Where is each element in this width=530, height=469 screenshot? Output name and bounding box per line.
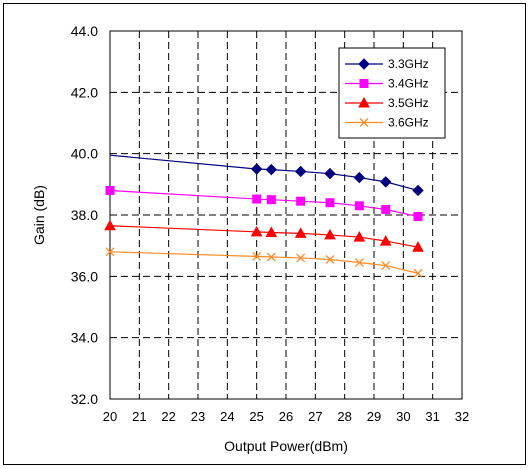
- marker-stroke: [354, 258, 364, 267]
- marker-stroke: [266, 252, 276, 262]
- data-point: [380, 176, 392, 188]
- data-point: [252, 251, 262, 261]
- data-point: [354, 201, 364, 211]
- marker-stroke: [296, 253, 306, 263]
- legend-label: 3.3GHz: [388, 57, 429, 71]
- data-point: [353, 231, 366, 242]
- data-point: [381, 261, 391, 271]
- y-tick-label: 38.0: [71, 207, 98, 223]
- data-point: [265, 226, 278, 237]
- data-point: [104, 219, 116, 231]
- data-point: [252, 194, 262, 204]
- legend: 3.3GHz 3.4GHz 3.5GHz 3.6GHz: [338, 47, 446, 139]
- data-point: [296, 196, 306, 206]
- data-point: [105, 185, 115, 195]
- data-point: [354, 258, 364, 267]
- series-line: [109, 154, 419, 192]
- data-point: [379, 235, 392, 246]
- legend-marker: [358, 96, 370, 108]
- x-tick-label: 24: [220, 409, 234, 424]
- legend-marker: [358, 58, 370, 70]
- y-axis-title: Gain (dB): [31, 185, 47, 245]
- marker-stroke: [381, 261, 391, 271]
- tick-label-layer: 20 21 22 23 24 25 26 27 28 29 30 31 32 32.0 34.0 36.0 38…: [71, 23, 469, 424]
- x-tick-label: 22: [161, 409, 175, 424]
- data-point: [325, 198, 335, 208]
- y-tick-label: 42.0: [71, 84, 98, 100]
- series-line: [109, 251, 419, 274]
- legend-label: 3.4GHz: [388, 77, 429, 91]
- marker-stroke: [359, 118, 369, 127]
- y-tick-label: 34.0: [71, 330, 98, 346]
- data-point: [250, 163, 263, 175]
- legend-label: 3.5GHz: [388, 96, 429, 110]
- data-point: [266, 195, 276, 205]
- series-layer: [104, 154, 424, 278]
- x-tick-label: 25: [249, 409, 263, 424]
- series-3.3GHz: [109, 154, 424, 197]
- data-point: [381, 204, 391, 214]
- data-point: [324, 228, 336, 240]
- data-point: [324, 167, 336, 180]
- data-point: [250, 225, 263, 237]
- x-tick-label: 20: [103, 409, 117, 424]
- data-point: [294, 227, 307, 238]
- series-3.4GHz: [105, 185, 423, 222]
- y-tick-label: 36.0: [71, 268, 98, 284]
- data-point: [266, 252, 276, 262]
- x-tick-label: 28: [337, 409, 351, 424]
- legend-label: 3.6GHz: [388, 116, 429, 130]
- data-point: [412, 241, 424, 252]
- data-point: [325, 255, 335, 264]
- legend-marker: [359, 118, 369, 127]
- x-tick-label: 30: [396, 409, 410, 424]
- series-line: [109, 225, 419, 248]
- x-tick-label: 26: [279, 409, 293, 424]
- x-tick-label: 21: [132, 409, 146, 424]
- data-point: [353, 171, 366, 184]
- marker-stroke: [105, 247, 115, 257]
- data-point: [296, 253, 306, 263]
- data-point: [265, 163, 278, 176]
- series-3.6GHz: [105, 247, 423, 278]
- legend-marker: [359, 79, 369, 88]
- y-tick-label: 32.0: [71, 391, 98, 407]
- y-tick-label: 44.0: [71, 23, 98, 39]
- x-tick-label: 31: [425, 409, 439, 424]
- plot-area-border: [109, 30, 463, 400]
- marker-stroke: [325, 255, 335, 264]
- data-point: [105, 247, 115, 257]
- x-tick-label: 23: [191, 409, 205, 424]
- data-point: [413, 268, 423, 278]
- series-3.5GHz: [104, 219, 424, 252]
- series-line: [109, 189, 419, 218]
- marker-stroke: [413, 268, 423, 278]
- y-tick-label: 40.0: [71, 146, 98, 162]
- grid-layer: [110, 31, 462, 399]
- x-axis-title: Output Power(dBm): [224, 438, 348, 454]
- x-tick-label: 32: [455, 409, 469, 424]
- x-tick-label: 29: [367, 409, 381, 424]
- data-point: [412, 184, 424, 197]
- data-point: [294, 165, 307, 178]
- marker-stroke: [252, 251, 262, 261]
- x-tick-label: 27: [308, 409, 322, 424]
- data-point: [413, 212, 423, 222]
